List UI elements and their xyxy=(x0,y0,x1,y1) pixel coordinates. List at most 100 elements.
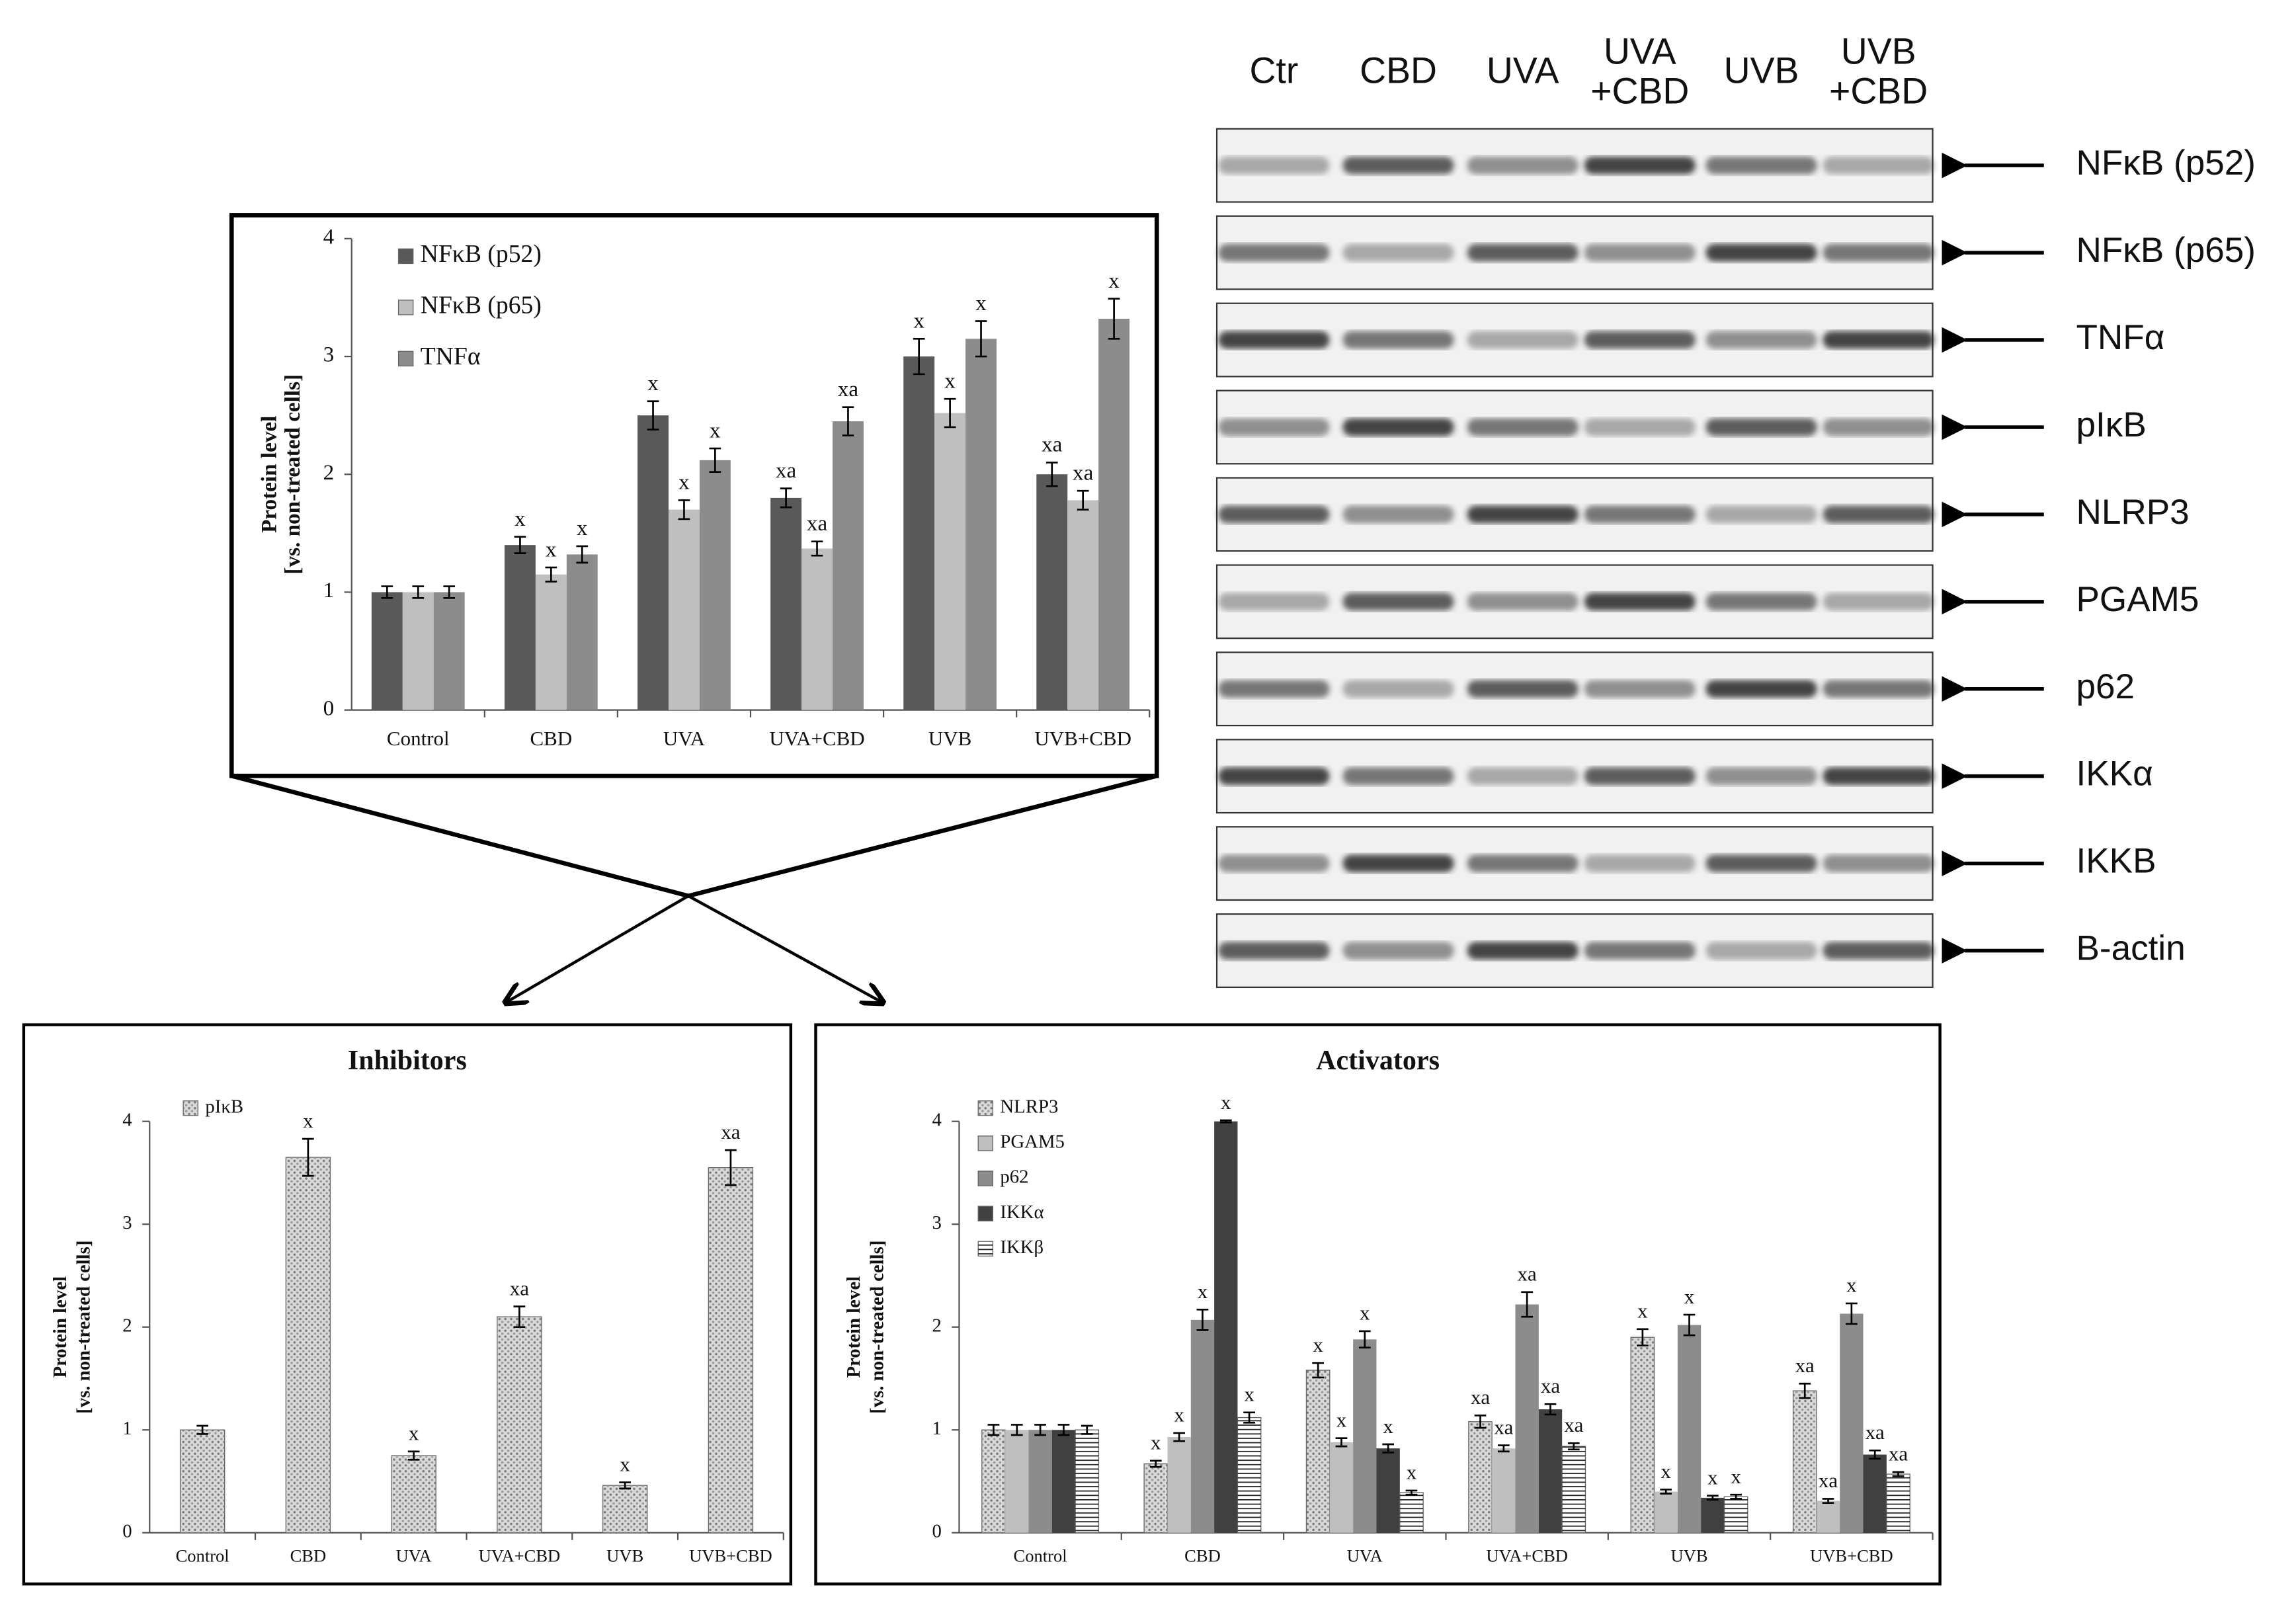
bar xyxy=(1816,1500,1840,1533)
annotation: xa xyxy=(1042,432,1063,457)
annotation: x xyxy=(647,371,659,395)
error-bar xyxy=(780,487,792,509)
legend-swatch xyxy=(977,1135,994,1151)
annotation: x xyxy=(944,368,956,393)
annotation: x xyxy=(409,1422,419,1445)
protein-label: IKKB xyxy=(2076,842,2156,881)
error-bar xyxy=(647,400,659,431)
y-tick-label: 0 xyxy=(122,1520,132,1541)
lane-label: UVA xyxy=(1604,31,1676,72)
lane-label: +CBD xyxy=(1829,70,1928,111)
bar xyxy=(1492,1448,1516,1533)
error-bar xyxy=(678,499,690,520)
blot-band xyxy=(1467,593,1578,611)
error-bar xyxy=(1077,489,1089,511)
error-bar xyxy=(1149,1459,1162,1468)
bar xyxy=(699,460,731,710)
x-tick-label: UVA+CBD xyxy=(479,1545,561,1565)
legend-swatch xyxy=(397,248,414,265)
error-bar xyxy=(987,1424,1000,1436)
annotation: xa xyxy=(1073,460,1094,485)
bar-pattern xyxy=(708,1167,753,1533)
error-bar xyxy=(1173,1432,1185,1442)
y-axis-label: [vs. non-treated cells] xyxy=(280,374,305,575)
error-bar xyxy=(412,585,425,599)
error-bar xyxy=(1869,1450,1881,1460)
y-tick-label: 2 xyxy=(932,1315,941,1336)
bar xyxy=(801,548,833,710)
bar xyxy=(1067,500,1099,710)
arrow xyxy=(505,894,690,1003)
error-bar xyxy=(1046,462,1058,487)
annotation: xa xyxy=(1494,1415,1513,1438)
annotation: xa xyxy=(807,511,828,536)
annotation: x xyxy=(1221,1090,1231,1114)
annotation: x xyxy=(1108,268,1120,293)
annotation: x xyxy=(678,470,690,495)
bar xyxy=(433,592,465,710)
bar-pattern xyxy=(1144,1463,1168,1533)
error-bar xyxy=(1892,1471,1905,1477)
bar xyxy=(1677,1325,1702,1533)
y-tick-label: 2 xyxy=(122,1315,132,1336)
blot-band xyxy=(1342,854,1454,872)
annotation: x xyxy=(1313,1333,1323,1356)
blot-band xyxy=(1705,593,1817,611)
annotation: x xyxy=(913,309,924,333)
bar-pattern xyxy=(1306,1370,1330,1533)
lane-label: UVB xyxy=(1841,31,1916,72)
y-axis-label: Protein level xyxy=(50,1276,71,1378)
annotation: x xyxy=(1360,1301,1370,1325)
x-tick-label: UVB+CBD xyxy=(689,1545,772,1565)
blot-band xyxy=(1342,156,1454,175)
error-bar xyxy=(1636,1328,1649,1347)
lane-label: UVB xyxy=(1724,50,1799,91)
blot-band xyxy=(1342,767,1454,785)
y-tick-label: 4 xyxy=(932,1109,941,1130)
error-bar xyxy=(619,1481,632,1490)
x-tick-label: CBD xyxy=(290,1545,327,1565)
legend-label: IKKα xyxy=(1000,1202,1044,1223)
legend-swatch xyxy=(977,1171,994,1186)
x-tick-label: Control xyxy=(1014,1545,1067,1565)
protein-label: TNFα xyxy=(2076,318,2164,357)
error-bar xyxy=(196,1424,208,1435)
error-bar xyxy=(1057,1424,1070,1436)
error-bar xyxy=(1799,1382,1811,1399)
error-bar xyxy=(407,1450,420,1461)
bar xyxy=(903,356,935,710)
y-tick-label: 0 xyxy=(323,696,335,720)
error-bar xyxy=(725,1149,737,1186)
annotation: x xyxy=(303,1109,313,1132)
legend-swatch-pattern xyxy=(978,1241,993,1256)
bar-pattern xyxy=(1724,1497,1748,1533)
bar xyxy=(770,497,802,710)
annotation: xa xyxy=(510,1276,529,1299)
bar xyxy=(1863,1454,1887,1533)
annotation: x xyxy=(975,291,987,315)
x-tick-label: UVA+CBD xyxy=(1486,1545,1568,1565)
blot-band xyxy=(1705,767,1817,785)
annotation: x xyxy=(1684,1285,1695,1308)
blot-band xyxy=(1218,331,1330,349)
bar xyxy=(965,339,997,710)
blot-band xyxy=(1467,156,1578,175)
error-bar xyxy=(1706,1495,1719,1501)
legend-label: NFκB (p52) xyxy=(421,240,542,268)
blot-band xyxy=(1705,418,1817,436)
chart-title: Inhibitors xyxy=(348,1046,467,1076)
bar xyxy=(1036,474,1068,710)
blot-band xyxy=(1823,593,1934,611)
annotation: xa xyxy=(776,458,797,483)
blot-band xyxy=(1584,767,1696,785)
error-bar xyxy=(545,566,557,583)
bar xyxy=(934,413,966,710)
annotation: x xyxy=(1151,1431,1161,1454)
legend-swatch-pattern xyxy=(978,1100,993,1116)
bar xyxy=(535,574,567,710)
annotation: xa xyxy=(1889,1442,1908,1465)
blot-band xyxy=(1342,505,1454,524)
x-tick-label: UVB xyxy=(606,1545,643,1565)
protein-label: p62 xyxy=(2076,667,2135,706)
blot-band xyxy=(1467,331,1578,349)
